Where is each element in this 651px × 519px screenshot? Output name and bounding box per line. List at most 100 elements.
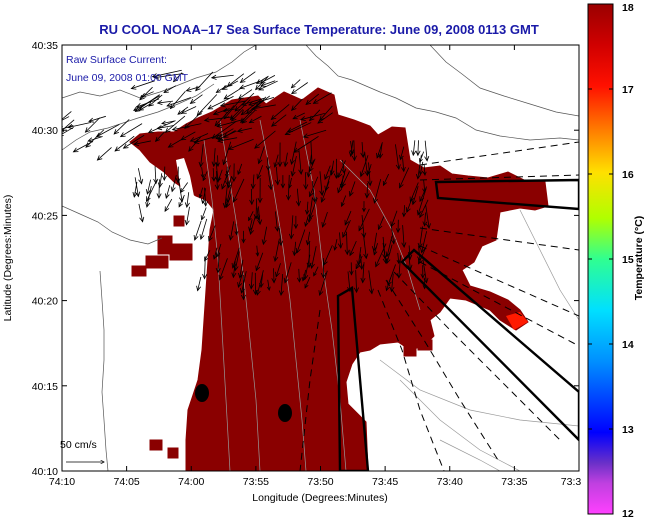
current-vector: [382, 242, 387, 264]
current-vector-head: [399, 182, 404, 189]
current-vector-head: [255, 84, 261, 91]
current-vector-head: [368, 288, 374, 295]
current-vector: [212, 121, 236, 139]
current-vector: [368, 162, 371, 186]
current-vector-head: [237, 170, 242, 176]
current-vector-head: [360, 152, 366, 159]
current-vector: [227, 73, 245, 87]
current-vector: [342, 219, 351, 238]
sandy-hook-spit: [176, 158, 194, 204]
current-vector-head: [248, 216, 252, 222]
current-vector-head: [145, 188, 151, 195]
current-vector: [419, 199, 429, 218]
current-vector-head: [169, 103, 176, 110]
scale-label: 50 cm/s: [60, 439, 97, 451]
current-vector: [171, 174, 177, 192]
current-vector-head: [288, 233, 295, 240]
current-vector-head: [234, 230, 239, 236]
current-vector: [62, 126, 74, 135]
current-vector-head: [215, 88, 221, 93]
current-vector: [155, 131, 165, 142]
current-vector: [258, 146, 265, 164]
colorbar-tick-label: 14: [622, 339, 634, 351]
current-vector-head: [341, 168, 347, 175]
current-vector-head: [62, 131, 65, 133]
current-vector-head: [154, 136, 161, 142]
current-vector-head: [278, 290, 284, 297]
current-vector: [241, 271, 247, 294]
current-vector-head: [375, 261, 380, 268]
current-vector: [361, 142, 364, 158]
current-vector: [254, 130, 276, 149]
current-vector-head: [214, 120, 220, 127]
current-vector: [334, 239, 338, 251]
current-vector: [207, 96, 234, 110]
current-vector: [170, 91, 186, 109]
current-vector: [154, 166, 157, 184]
current-vector: [201, 167, 204, 178]
y-tick-label: 40:10: [32, 466, 58, 478]
current-vector-head: [333, 173, 339, 179]
current-vector: [204, 187, 207, 206]
current-vector-head: [337, 187, 342, 194]
current-vector-head: [211, 133, 218, 139]
current-vector: [249, 115, 262, 124]
current-vector-head: [202, 273, 208, 280]
current-vector-head: [257, 197, 263, 204]
current-vector-head: [296, 277, 302, 283]
x-axis-label: Longitude (Degrees:Minutes): [252, 492, 387, 504]
current-vector: [134, 177, 139, 197]
current-vector-head: [147, 128, 154, 134]
current-vector: [304, 254, 311, 280]
current-vector-head: [333, 246, 338, 251]
current-vector: [275, 211, 278, 232]
current-vector-head: [306, 171, 312, 178]
current-vector: [275, 263, 281, 277]
current-vector-head: [217, 176, 222, 183]
station-marker-east: [278, 404, 292, 422]
current-vector-head: [320, 196, 326, 203]
current-vector: [266, 157, 269, 171]
current-vector: [364, 151, 368, 176]
y-tick-label: 40:30: [32, 125, 58, 137]
current-vector-head: [184, 202, 190, 209]
coastline-contours: [62, 45, 579, 471]
current-vector: [350, 141, 353, 154]
current-vector-head: [163, 88, 169, 93]
current-vector: [298, 268, 300, 282]
current-vector-head: [172, 77, 178, 83]
current-vector: [360, 155, 369, 177]
current-vector-head: [212, 254, 218, 260]
current-vector-head: [122, 143, 129, 149]
current-vector: [363, 234, 367, 259]
current-vector: [157, 100, 173, 104]
current-vector: [291, 156, 297, 177]
current-vector-head: [146, 196, 151, 203]
current-vector: [241, 97, 265, 106]
current-vector-head: [164, 206, 170, 213]
current-vector-head: [382, 180, 388, 187]
current-vector-head: [253, 214, 259, 220]
current-vector-head: [139, 216, 145, 223]
current-vector-head: [134, 106, 141, 113]
current-vector: [313, 92, 332, 104]
current-vector: [399, 146, 405, 160]
current-vector: [233, 178, 245, 203]
current-vector: [237, 163, 243, 175]
current-vector: [355, 270, 357, 293]
current-vector: [177, 178, 183, 202]
radar-beams: [299, 141, 579, 471]
current-vector-head: [407, 264, 413, 271]
current-vector-head: [344, 219, 350, 226]
current-vector: [204, 116, 233, 121]
current-vector-head: [180, 188, 185, 194]
current-vector: [424, 212, 426, 226]
colorbar: [587, 3, 614, 515]
colorbar-tick-label: 13: [622, 424, 634, 436]
current-vector-head: [377, 224, 383, 231]
current-vector-head: [422, 171, 427, 177]
current-vector-head: [215, 162, 220, 168]
current-vector: [238, 89, 253, 100]
current-vector-head: [395, 164, 401, 171]
current-vector: [271, 114, 287, 127]
